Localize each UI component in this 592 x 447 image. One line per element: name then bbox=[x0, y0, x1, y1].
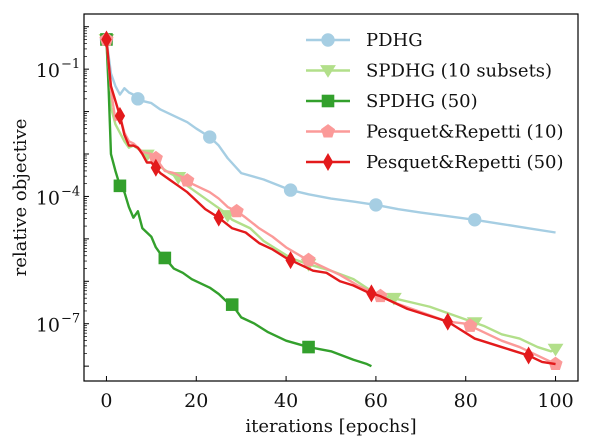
legend-label: Pesquet&Repetti (10) bbox=[366, 122, 564, 143]
y-tick-base: 10 bbox=[36, 187, 60, 209]
data-point-marker bbox=[547, 343, 564, 357]
x-tick-label: 100 bbox=[537, 390, 573, 412]
x-tick-label: 60 bbox=[364, 390, 388, 412]
data-point-marker bbox=[158, 251, 172, 265]
data-point-marker bbox=[468, 213, 482, 227]
x-axis-label: iterations [epochs] bbox=[245, 416, 416, 437]
data-point-marker bbox=[366, 284, 377, 303]
y-tick-base: 10 bbox=[36, 60, 60, 82]
data-point-marker bbox=[150, 158, 162, 177]
series-3 bbox=[99, 32, 563, 371]
legend-label: SPDHG (50) bbox=[366, 91, 478, 112]
legend-entry: SPDHG (10 subsets) bbox=[306, 61, 552, 82]
data-point-marker bbox=[114, 106, 126, 125]
x-tick-label: 0 bbox=[100, 390, 112, 412]
legend-label: SPDHG (10 subsets) bbox=[366, 61, 552, 82]
data-point-marker bbox=[321, 33, 335, 47]
data-point-marker bbox=[131, 92, 145, 106]
data-point-marker bbox=[203, 130, 217, 144]
data-point-marker bbox=[463, 318, 478, 332]
legend-label: PDHG bbox=[366, 30, 423, 51]
data-point-marker bbox=[113, 179, 127, 193]
legend-entry: Pesquet&Repetti (50) bbox=[306, 152, 564, 173]
data-point-marker bbox=[321, 94, 335, 108]
y-tick-base: 10 bbox=[36, 315, 60, 337]
data-point-marker bbox=[523, 346, 534, 365]
y-axis-ticks: 10−110−410−7 bbox=[36, 26, 89, 367]
data-point-marker bbox=[283, 183, 298, 197]
legend-label: Pesquet&Repetti (50) bbox=[366, 152, 564, 173]
series-line bbox=[105, 39, 557, 366]
y-tick-label: 10 −1 bbox=[36, 57, 80, 82]
plot-area bbox=[98, 30, 564, 371]
series-4 bbox=[101, 30, 556, 366]
y-tick-exponent: −7 bbox=[61, 312, 80, 327]
data-point-marker bbox=[320, 124, 336, 138]
series-1 bbox=[98, 34, 564, 357]
data-point-marker bbox=[180, 173, 195, 187]
data-point-marker bbox=[285, 251, 296, 270]
x-tick-label: 20 bbox=[184, 390, 208, 412]
data-point-marker bbox=[385, 292, 402, 306]
data-point-marker bbox=[229, 203, 244, 218]
x-tick-label: 80 bbox=[454, 390, 478, 412]
data-point-marker bbox=[301, 252, 316, 267]
legend-entry: PDHG bbox=[306, 30, 423, 51]
series-line bbox=[105, 39, 556, 366]
data-point-marker bbox=[322, 152, 334, 172]
data-point-marker bbox=[225, 298, 239, 311]
series-0 bbox=[99, 32, 556, 234]
y-tick-exponent: −1 bbox=[61, 57, 80, 72]
x-axis-ticks: 0 20 40 60 80 100 bbox=[100, 376, 574, 412]
data-point-marker bbox=[302, 340, 315, 354]
legend: PDHG SPDHG (10 subsets) SPDHG (50) Pesquet&… bbox=[306, 30, 564, 173]
y-tick-exponent: −4 bbox=[61, 184, 80, 199]
data-point-marker bbox=[369, 198, 383, 212]
series-line bbox=[105, 39, 557, 353]
data-point-marker bbox=[213, 208, 224, 227]
legend-entry: Pesquet&Repetti (10) bbox=[306, 122, 564, 143]
data-point-marker bbox=[320, 65, 336, 78]
legend-entry: SPDHG (50) bbox=[306, 91, 478, 112]
series-line bbox=[105, 39, 372, 368]
axes-frame bbox=[83, 13, 579, 382]
data-point-marker bbox=[101, 30, 112, 49]
data-point-marker bbox=[442, 312, 453, 331]
series-2 bbox=[100, 33, 372, 368]
x-tick-label: 40 bbox=[274, 390, 298, 412]
y-tick-label: 10 −7 bbox=[36, 312, 80, 337]
y-axis-label: relative objective bbox=[10, 119, 31, 277]
y-tick-label: 10 −4 bbox=[36, 184, 80, 209]
